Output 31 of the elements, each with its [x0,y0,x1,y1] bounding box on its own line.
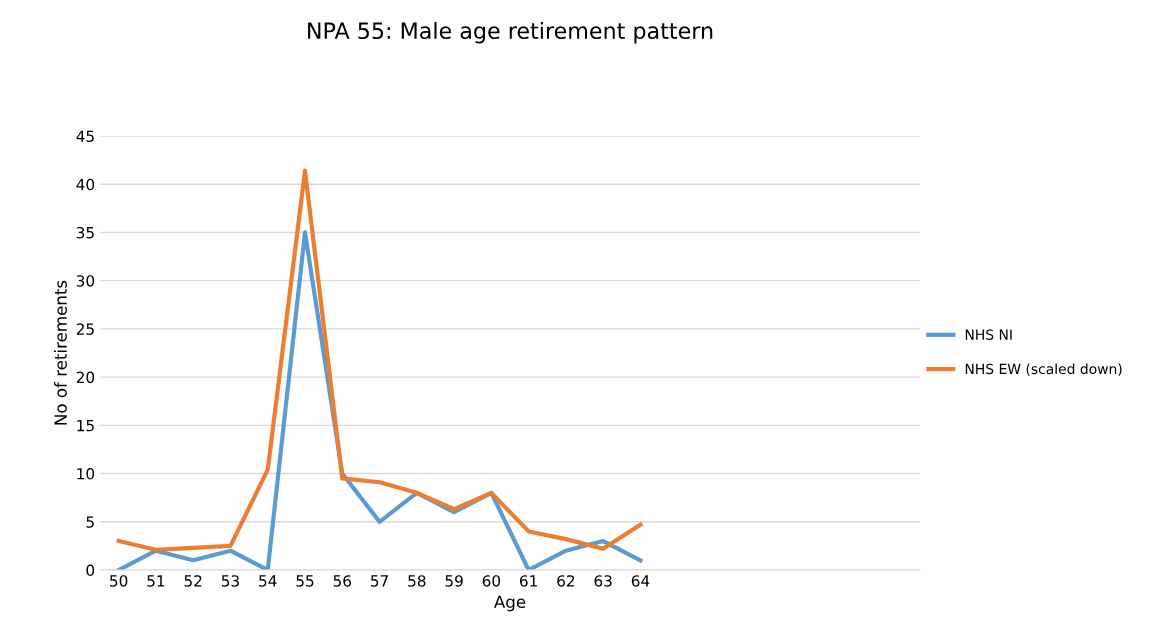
y-tick-label: 15 [77,420,94,432]
y-tick-label: 45 [76,130,94,143]
x-tick-label: 61 [519,575,537,587]
x-tick-label: 53 [221,575,239,587]
x-tick-label: 50 [110,575,128,587]
x-tick-label: 59 [445,575,463,587]
x-tick-label: 64 [631,575,650,587]
y-tick-label: 0 [86,564,95,577]
y-tick-label: 20 [76,371,95,384]
x-tick-label: 62 [557,575,575,587]
x-tick-label: 60 [482,575,501,587]
y-tick-label: 35 [76,226,94,239]
x-tick-label: 52 [184,575,202,587]
x-tick-label: 51 [147,575,165,587]
x-tick-label: 56 [333,575,352,587]
x-axis-title: Age [494,595,526,612]
x-tick-label: 54 [259,575,277,587]
y-tick-label: 40 [76,178,95,191]
y-tick-label: 25 [76,323,94,335]
y-tick-label: 30 [76,275,95,287]
line-series [116,168,643,552]
y-axis-title: No of retirements [54,280,67,425]
x-tick-label: 57 [371,575,388,587]
y-tick-label: 10 [77,468,95,480]
legend-label: NHS NI [965,329,1012,340]
x-tick-label: 55 [296,575,314,587]
legend-label: NHS EW (scaled down) [965,363,1122,376]
x-tick-label: 63 [594,575,612,587]
chart-title: NPA 55: Male age retirement pattern [308,21,713,44]
x-tick-label: 58 [408,575,426,587]
y-tick-label: 5 [86,516,94,528]
